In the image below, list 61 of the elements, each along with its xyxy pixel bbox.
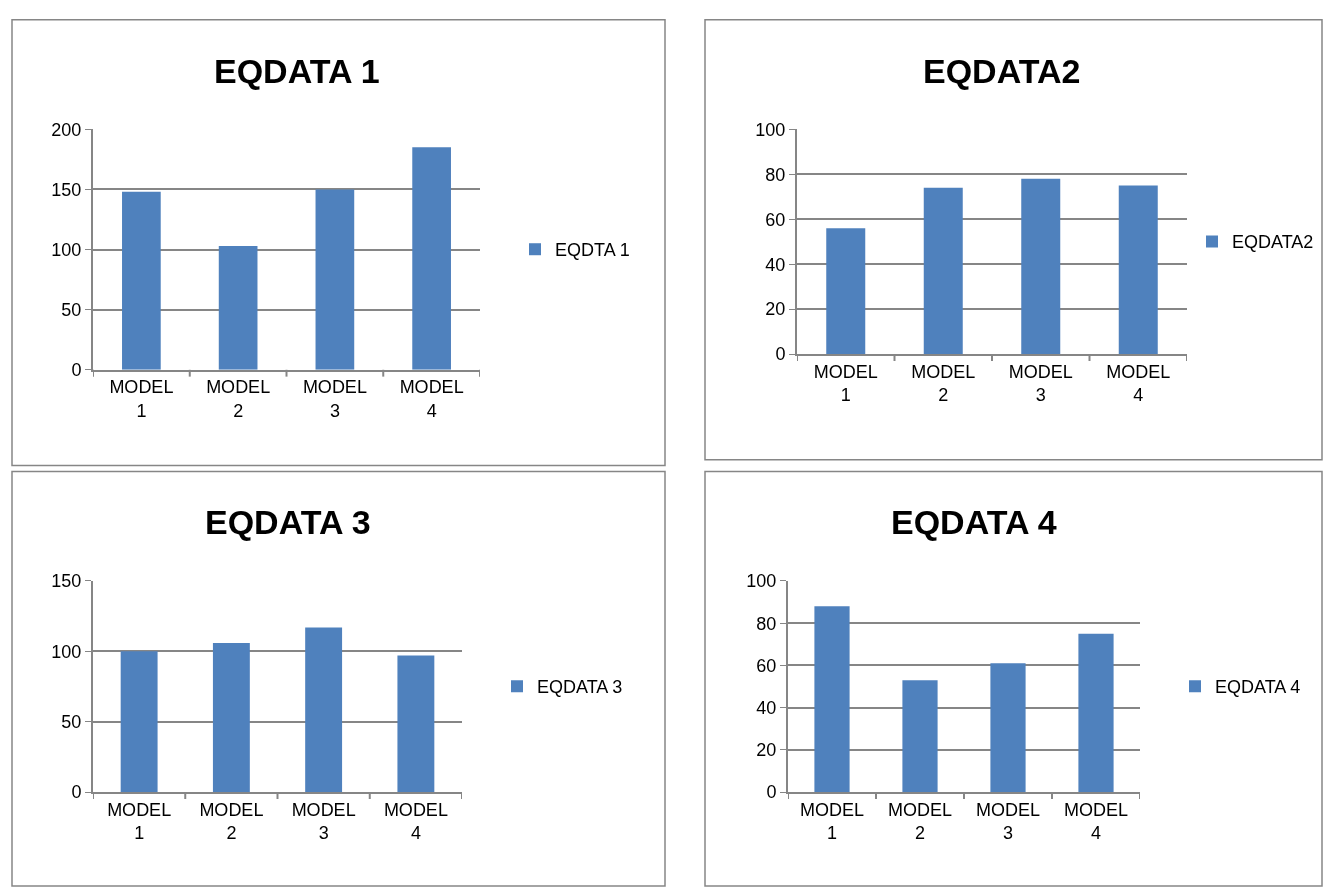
y-tick-label: 100 <box>51 239 82 260</box>
y-tick-label: 0 <box>775 344 786 365</box>
bar <box>315 189 355 370</box>
y-tick-label: 100 <box>746 571 777 592</box>
bar <box>1021 178 1061 355</box>
x-tick-label: MODEL 2 <box>911 361 976 406</box>
bar <box>814 606 850 793</box>
x-tick-label: MODEL 1 <box>109 377 174 421</box>
bar <box>212 642 250 793</box>
chart-title: EQDATA 1 <box>214 52 380 90</box>
y-tick-label: 0 <box>71 782 82 803</box>
x-tick-label: MODEL 3 <box>291 799 356 844</box>
y-tick-label: 200 <box>51 119 82 140</box>
y-tick-label: 150 <box>51 179 82 200</box>
bar <box>990 663 1026 793</box>
bar <box>412 147 451 370</box>
y-tick-label: 20 <box>756 740 777 761</box>
bar <box>120 651 158 793</box>
y-tick-label: 80 <box>756 613 777 634</box>
legend-label: EQDATA 4 <box>1215 677 1301 698</box>
y-tick-label: 100 <box>755 119 786 140</box>
bar <box>826 228 866 355</box>
y-tick-label: 150 <box>51 571 82 592</box>
y-tick-label: 60 <box>756 655 777 676</box>
y-tick-label: 100 <box>51 641 82 662</box>
bar <box>902 680 938 793</box>
x-tick-label: MODEL 1 <box>107 799 172 844</box>
chart-title: EQDATA2 <box>923 52 1081 90</box>
chart-title: EQDATA 3 <box>205 503 371 541</box>
bar <box>923 187 963 355</box>
bar <box>397 655 435 793</box>
bar <box>218 245 258 370</box>
x-tick-label: MODEL 4 <box>1106 361 1171 406</box>
y-tick-label: 0 <box>71 360 82 381</box>
x-tick-label: MODEL 3 <box>302 377 367 421</box>
x-tick-label: MODEL 4 <box>399 377 464 421</box>
y-tick-label: 80 <box>765 164 786 185</box>
x-tick-label: MODEL 2 <box>206 377 271 421</box>
x-tick-label: MODEL 3 <box>1008 361 1073 406</box>
y-tick-label: 0 <box>766 782 777 803</box>
x-tick-label: MODEL 4 <box>383 799 448 844</box>
y-tick-label: 40 <box>756 697 777 718</box>
y-tick-label: 50 <box>61 299 82 320</box>
x-tick-label: MODEL 1 <box>799 799 865 844</box>
x-tick-label: MODEL 4 <box>1063 799 1129 844</box>
bar <box>305 627 343 793</box>
y-tick-label: 40 <box>765 254 786 275</box>
bar <box>1078 633 1114 793</box>
y-tick-label: 50 <box>61 712 82 733</box>
x-tick-label: MODEL 2 <box>887 799 953 844</box>
legend-label: EQDATA2 <box>1232 232 1314 253</box>
x-tick-label: MODEL 3 <box>975 799 1041 844</box>
y-tick-label: 60 <box>765 209 786 230</box>
x-tick-label: MODEL 2 <box>199 799 264 844</box>
y-tick-label: 20 <box>765 299 786 320</box>
x-tick-label: MODEL 1 <box>813 361 878 406</box>
bar <box>1118 185 1158 355</box>
bar <box>122 191 161 370</box>
legend-label: EQDATA 3 <box>537 677 623 698</box>
legend-label: EQDTA 1 <box>555 240 630 261</box>
chart-title: EQDATA 4 <box>891 503 1057 541</box>
